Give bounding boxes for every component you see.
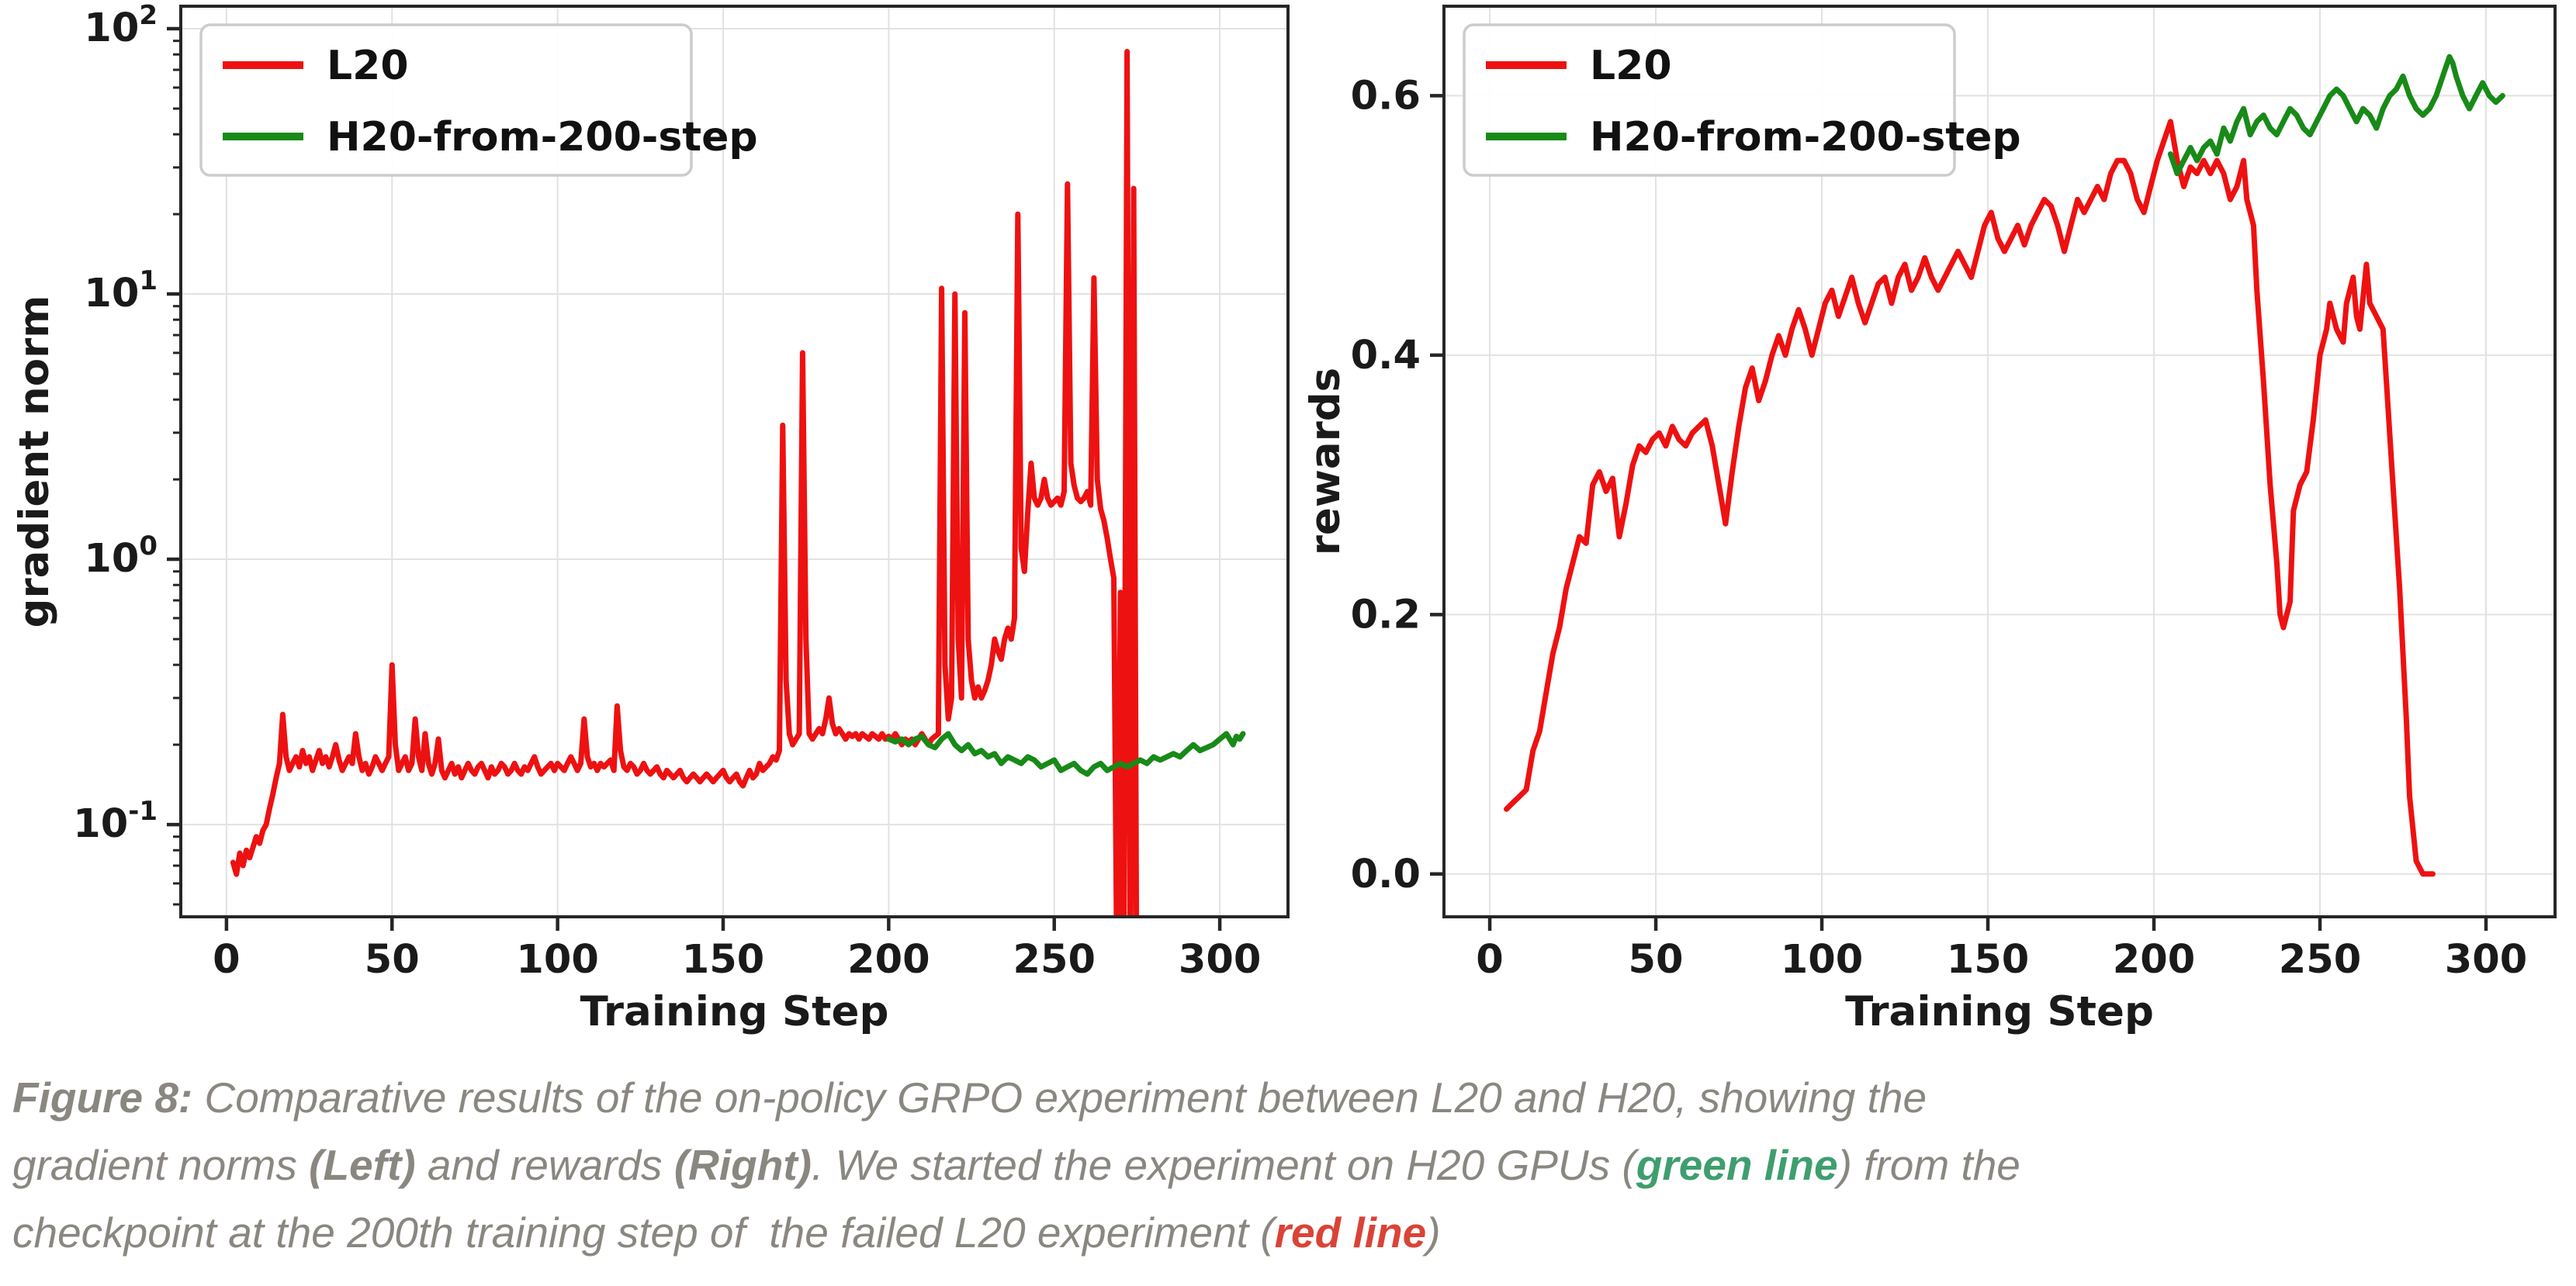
legend: L20 H20-from-200-step	[199, 23, 758, 177]
y-tick-label: 0.6	[1351, 73, 1421, 119]
x-tick-label: 100	[516, 937, 598, 983]
x-tick-label: 250	[1013, 937, 1095, 983]
y-axis-label: gradient norm	[11, 296, 58, 628]
plot-border	[179, 5, 1290, 918]
figure-caption: Figure 8: Comparative results of the on-…	[12, 1064, 2557, 1267]
caption-line: gradient norms (Left) and rewards (Right…	[12, 1132, 2557, 1199]
x-tick-label: 0	[213, 937, 241, 983]
x-tick-label: 50	[1629, 937, 1684, 983]
chart-gradient-norm: 0 50 100 150 200 250 300 102 101 100 10-1 Training …	[11, 0, 1290, 1035]
caption-segment: (Left)	[309, 1141, 416, 1189]
caption-segment: red line	[1274, 1208, 1427, 1257]
y-tick-label: 10-1	[73, 796, 158, 847]
caption-line: checkpoint at the 200th training step of…	[12, 1199, 2557, 1267]
x-tick-label: 300	[1179, 937, 1261, 983]
chart-rewards: 0 50 100 150 200 250 300 0.0 0.2 0.4 0.6 Training S…	[1302, 5, 2557, 1035]
legend-label: L20	[327, 43, 409, 89]
x-tick-label: 200	[847, 937, 930, 983]
legend-box	[199, 23, 693, 177]
series-line-h20-from-200-step	[885, 731, 1246, 777]
caption-segment: Comparative results of the on-policy GRP…	[192, 1073, 1927, 1122]
caption-segment: . We started the experiment on H20 GPUs …	[811, 1141, 1636, 1189]
x-axis-label: Training Step	[580, 988, 889, 1035]
x-tick-label: 250	[2279, 937, 2361, 983]
x-tick-label: 0	[1476, 937, 1504, 983]
caption-segment: (Right)	[673, 1141, 812, 1189]
x-tick-label: 150	[1947, 937, 2029, 983]
y-tick-label: 102	[84, 0, 158, 51]
legend-label: H20-from-200-step	[1590, 114, 2021, 161]
caption-segment: Figure 8:	[12, 1073, 193, 1122]
caption-segment: green line	[1636, 1141, 1838, 1189]
legend-label: L20	[1590, 43, 1672, 89]
ticks: 0 50 100 150 200 250 300 102 101 100 10-1	[73, 0, 1261, 983]
x-tick-label: 150	[682, 937, 764, 983]
y-tick-label: 101	[84, 265, 158, 316]
caption-segment: gradient norms	[12, 1141, 310, 1189]
y-tick-label: 0.0	[1351, 852, 1421, 897]
legend-label: H20-from-200-step	[327, 114, 758, 161]
series-group	[230, 49, 1246, 917]
series-line-l20	[230, 49, 1140, 917]
x-tick-label: 50	[365, 937, 420, 983]
x-tick-label: 200	[2113, 937, 2195, 983]
caption-segment: )	[1426, 1208, 1441, 1257]
x-tick-label: 100	[1781, 937, 1863, 983]
legend: L20 H20-from-200-step	[1463, 23, 2021, 177]
caption-segment: and rewards	[415, 1141, 674, 1189]
y-tick-label: 0.2	[1351, 592, 1421, 638]
caption-line: Figure 8: Comparative results of the on-…	[12, 1064, 2557, 1132]
plot-border	[1442, 5, 2557, 918]
y-tick-label: 100	[84, 531, 158, 582]
ticks: 0 50 100 150 200 250 300 0.0 0.2 0.4 0.6	[1351, 73, 2528, 983]
y-tick-label: 0.4	[1351, 333, 1421, 379]
charts-canvas: 0 50 100 150 200 250 300 102 101 100 10-1 Training …	[11, 0, 2557, 1035]
series-group	[1504, 54, 2505, 877]
x-axis-label: Training Step	[1845, 988, 2154, 1035]
caption-segment: checkpoint at the 200th training step of…	[12, 1208, 1275, 1257]
series-line-h20-from-200-step	[2167, 54, 2505, 177]
series-line-l20	[1504, 119, 2436, 877]
y-axis-label: rewards	[1302, 368, 1349, 555]
legend-box	[1463, 23, 1956, 177]
x-tick-label: 300	[2445, 937, 2527, 983]
caption-segment: ) from the	[1837, 1141, 2020, 1189]
